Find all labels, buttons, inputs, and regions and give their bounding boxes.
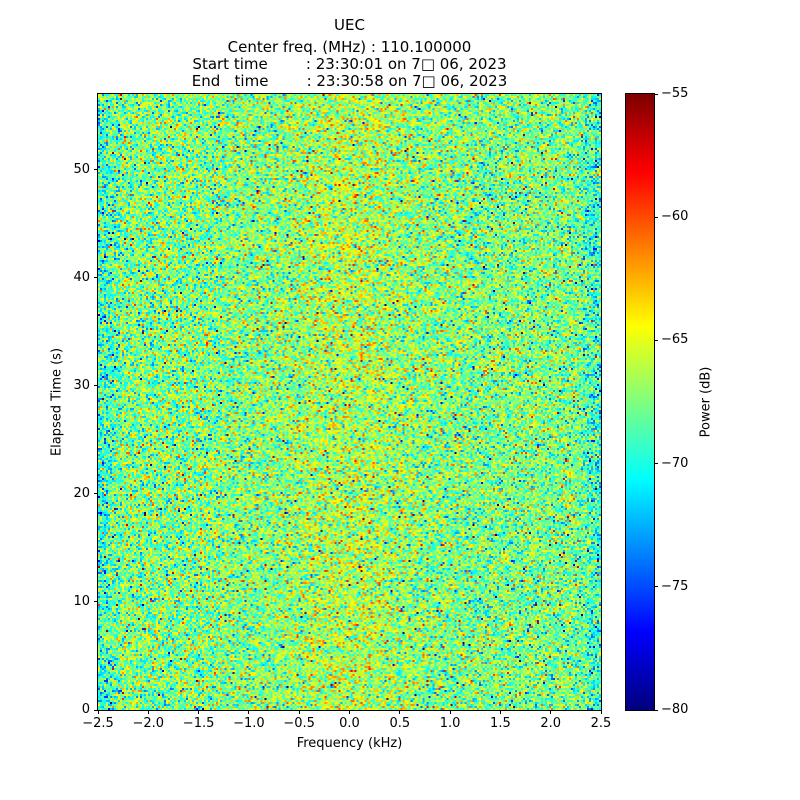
- y-tick-mark: [94, 277, 98, 279]
- colorbar-tick-mark: [654, 463, 658, 465]
- colorbar-label: Power (dB): [698, 366, 714, 438]
- colorbar-tick-label: −65: [661, 332, 689, 348]
- x-tick-label: 2.5: [590, 716, 612, 731]
- colorbar: [625, 93, 655, 711]
- x-tick-mark: [97, 710, 99, 714]
- colorbar-tick-label: −60: [661, 209, 689, 225]
- colorbar-tick-mark: [654, 339, 658, 341]
- y-tick-mark: [94, 385, 98, 387]
- x-tick-mark: [550, 710, 552, 714]
- x-tick-mark: [349, 710, 350, 714]
- y-tick-mark: [94, 493, 98, 495]
- y-tick-label: 40: [73, 269, 90, 285]
- y-tick-label: 50: [73, 161, 90, 177]
- x-tick-label: −1.5: [182, 716, 215, 731]
- x-tick-mark: [600, 710, 602, 714]
- x-tick-label: 1.0: [439, 716, 461, 731]
- x-tick-label: 0.5: [389, 716, 411, 731]
- chart-title: UEC: [334, 16, 365, 34]
- colorbar-tick-mark: [654, 216, 658, 218]
- colorbar-tick-label: −70: [661, 455, 689, 471]
- x-tick-mark: [147, 710, 149, 714]
- spectrogram-canvas: [98, 94, 601, 710]
- colorbar-tick-mark: [654, 586, 658, 588]
- x-tick-mark: [399, 710, 401, 714]
- plot-area: [97, 93, 602, 711]
- colorbar-tick-label: −55: [661, 86, 689, 101]
- y-tick-mark: [94, 709, 98, 711]
- x-tick-mark: [248, 710, 250, 714]
- y-tick-label: 30: [73, 377, 90, 393]
- x-tick-mark: [499, 710, 501, 714]
- y-tick-mark: [94, 169, 98, 171]
- end-time-line: End time : 23:30:58 on 7□ 06, 2023: [191, 72, 508, 90]
- colorbar-gradient: [626, 94, 654, 710]
- x-tick-mark: [198, 710, 200, 714]
- y-axis-label: Elapsed Time (s): [49, 347, 65, 457]
- y-tick-label: 0: [81, 702, 90, 717]
- x-tick-label: 0.0: [339, 716, 360, 731]
- x-axis-label: Frequency (kHz): [296, 736, 403, 751]
- colorbar-tick-mark: [654, 709, 658, 711]
- x-tick-mark: [298, 710, 300, 714]
- start-time-line: Start time : 23:30:01 on 7□ 06, 2023: [192, 55, 507, 73]
- y-tick-mark: [94, 601, 98, 603]
- x-tick-label: −2.0: [132, 716, 165, 731]
- colorbar-tick-label: −75: [661, 578, 689, 594]
- x-tick-label: 2.0: [540, 716, 562, 731]
- x-tick-mark: [449, 710, 451, 714]
- colorbar-tick-label: −80: [661, 702, 689, 717]
- y-tick-label: 20: [73, 485, 90, 501]
- center-freq-line: Center freq. (MHz) : 110.100000: [227, 38, 472, 56]
- y-tick-label: 10: [73, 593, 90, 609]
- x-tick-label: −1.0: [233, 716, 265, 731]
- x-tick-label: −0.5: [283, 716, 315, 731]
- x-tick-label: −2.5: [82, 716, 114, 731]
- x-tick-label: 1.5: [490, 716, 511, 731]
- colorbar-tick-mark: [654, 93, 658, 95]
